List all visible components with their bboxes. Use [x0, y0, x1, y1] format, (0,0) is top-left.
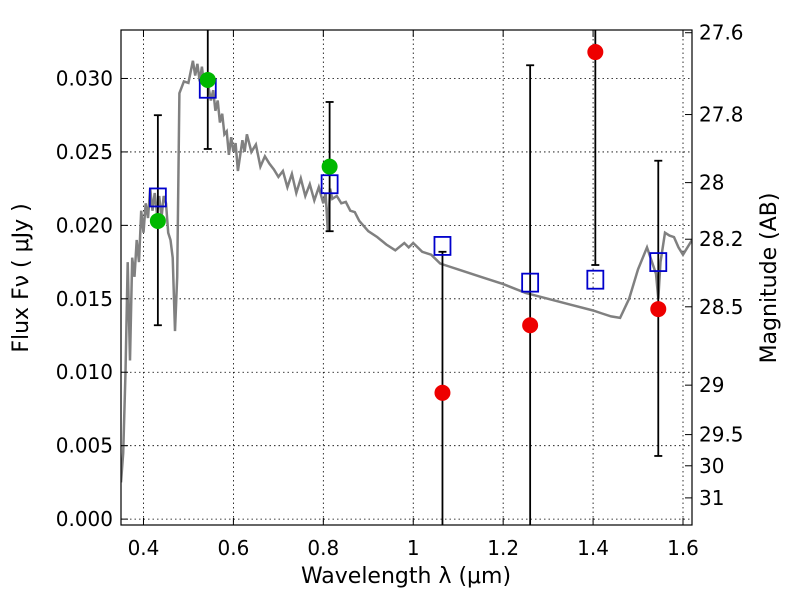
- mag-tick-label: 28: [699, 171, 724, 195]
- plot-background: [121, 30, 692, 525]
- model-flux-marker: [649, 252, 668, 272]
- x-tick-label: 0.4: [128, 536, 160, 560]
- x-tick-label: 0.8: [307, 536, 339, 560]
- nondetection-marker: [434, 384, 451, 401]
- data-markers: [148, 44, 668, 401]
- detection-marker: [199, 71, 216, 88]
- y-axis-right-label: Magnitude (AB): [757, 193, 782, 364]
- mag-tick-label: 31: [699, 486, 724, 510]
- mag-tick-label: 28.5: [699, 295, 744, 319]
- model-flux-marker: [433, 236, 452, 256]
- x-tick-label: 1: [407, 536, 420, 560]
- model-flux-marker: [521, 272, 540, 293]
- plot-area: [121, 30, 692, 525]
- mag-tick-label: 27.8: [699, 103, 744, 127]
- mag-tick-label: 29.5: [699, 423, 744, 447]
- y-tick-label: 0.015: [56, 287, 113, 311]
- model-flux-marker: [586, 269, 605, 290]
- axes: 0.4 0.6 0.8 1 1.2 1.4 1.6 0.000 0.005 0.010 0.015 0…: [56, 21, 744, 560]
- y-axis-label: Flux Fν ( μJy ): [9, 203, 34, 352]
- model-flux-marker: [320, 174, 339, 195]
- x-tick-label: 0.6: [217, 536, 249, 560]
- y-tick-label: 0.025: [56, 140, 113, 164]
- mag-tick-label: 30: [699, 454, 724, 478]
- y-tick-label: 0.010: [56, 360, 113, 384]
- x-tick-label: 1.6: [667, 536, 699, 560]
- y-tick-label: 0.030: [56, 66, 113, 90]
- nondetection-marker: [650, 301, 667, 318]
- model-flux-marker: [148, 187, 167, 208]
- x-axis-label: Wavelength λ (μm): [301, 564, 511, 589]
- grid-lines: [121, 30, 692, 525]
- detection-marker: [149, 212, 166, 229]
- y-tick-label: 0.000: [56, 507, 113, 531]
- nondetection-marker: [587, 44, 604, 61]
- x-tick-label: 1.2: [487, 536, 519, 560]
- y-tick-label: 0.020: [56, 213, 113, 237]
- mag-tick-label: 28.2: [699, 227, 744, 251]
- x-tick-label: 1.4: [577, 536, 609, 560]
- detection-marker: [321, 158, 338, 175]
- plot-frame: [120, 29, 693, 526]
- mag-tick-label: 29: [699, 373, 724, 397]
- mag-tick-label: 27.6: [699, 21, 744, 45]
- y-tick-label: 0.005: [56, 434, 113, 458]
- nondetection-marker: [522, 317, 539, 334]
